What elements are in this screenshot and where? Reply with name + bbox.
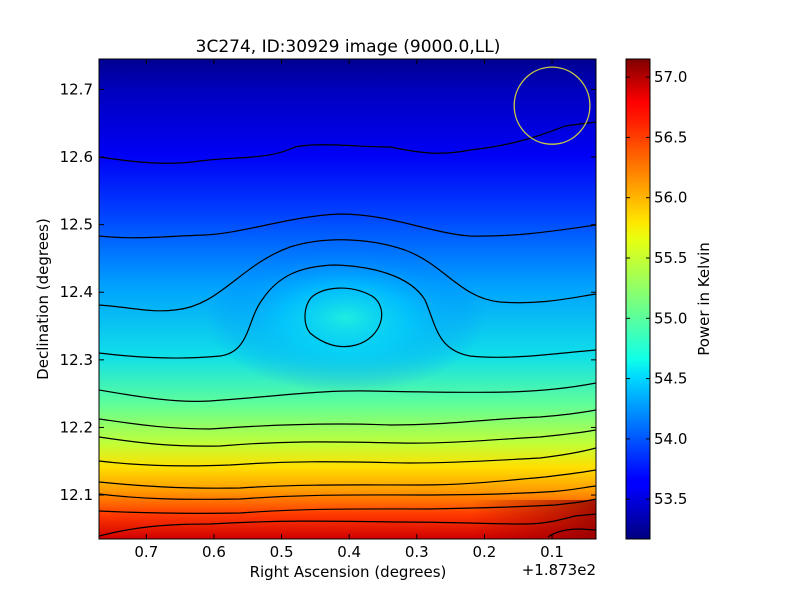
emission-peak	[206, 243, 486, 393]
x-axis-offset-label: +1.873e2	[522, 561, 596, 579]
y-tick-label: 12.5	[60, 216, 93, 234]
colorbar-tick-label: 54.0	[654, 430, 687, 448]
y-tick-label: 12.7	[60, 80, 93, 98]
colorbar-label: Power in Kelvin	[695, 242, 713, 356]
colorbar-tick-label: 55.5	[654, 249, 687, 267]
y-tick-label: 12.3	[60, 351, 93, 369]
x-axis-ticks: 0.7 0.6 0.5 0.4 0.3 0.2 0.1	[134, 59, 564, 561]
colorbar-tick-label: 56.0	[654, 189, 687, 207]
colorbar-ticks: 53.5 54.0 54.5 55.0 55.5 56.0 56.5 57.0	[626, 68, 687, 508]
contour-line	[99, 485, 596, 500]
y-tick-label: 12.1	[60, 486, 93, 504]
contour-line	[99, 264, 596, 359]
y-tick-label: 12.6	[60, 148, 93, 166]
plot-frame	[98, 58, 597, 540]
colorbar-tick-label: 54.5	[654, 370, 687, 388]
colorbar	[625, 58, 651, 540]
colorbar-tick-label: 56.5	[654, 128, 687, 146]
x-tick-label: 0.1	[540, 543, 564, 561]
contour-line	[99, 498, 596, 514]
contour-line	[99, 409, 596, 430]
colorbar-tick-label: 55.0	[654, 309, 687, 327]
y-tick-label: 12.2	[60, 418, 93, 436]
x-tick-label: 0.7	[134, 543, 158, 561]
contour-line	[99, 429, 596, 447]
x-tick-label: 0.4	[337, 543, 361, 561]
y-axis-ticks: 12.1 12.2 12.3 12.4 12.5 12.6 12.7	[60, 80, 596, 504]
contour-line	[99, 213, 596, 239]
x-axis-label: Right Ascension (degrees)	[250, 563, 447, 581]
contour-line	[304, 287, 383, 348]
contour-line	[99, 469, 596, 489]
heatmap-field	[99, 59, 596, 539]
contour-line	[99, 513, 596, 537]
chart-title: 3C274, ID:30929 image (9000.0,LL)	[196, 37, 501, 57]
x-tick-label: 0.5	[270, 543, 294, 561]
x-tick-label: 0.2	[472, 543, 496, 561]
contour-line	[99, 239, 596, 312]
contour-line	[99, 447, 596, 467]
contour-lines	[99, 121, 596, 538]
contour-line	[99, 382, 596, 402]
x-tick-label: 0.3	[405, 543, 429, 561]
beam-circle	[513, 66, 591, 145]
contour-line	[547, 528, 596, 538]
y-tick-label: 12.4	[60, 283, 93, 301]
contour-line	[99, 121, 596, 164]
y-axis-label: Declination (degrees)	[34, 218, 52, 380]
x-tick-label: 0.6	[202, 543, 226, 561]
colorbar-tick-label: 57.0	[654, 68, 687, 86]
colorbar-tick-label: 53.5	[654, 490, 687, 508]
